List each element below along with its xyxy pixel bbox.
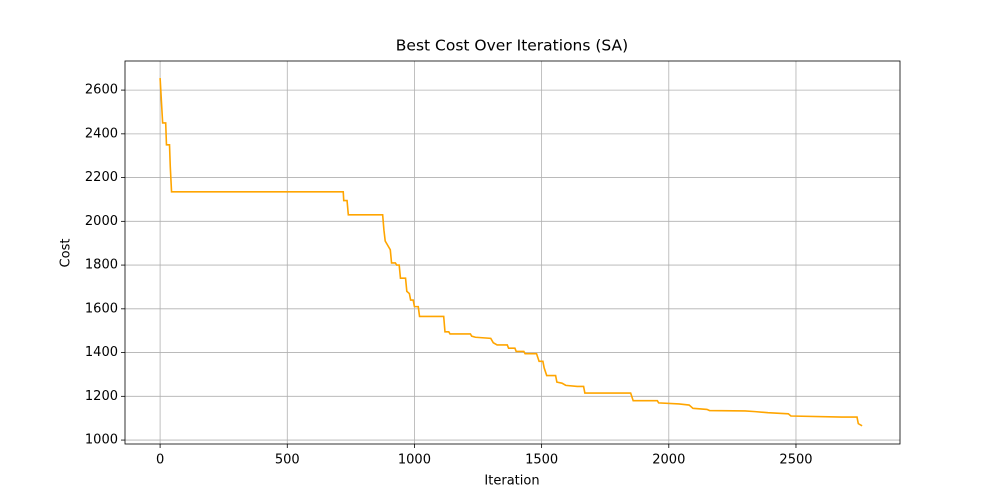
y-tick-label: 2200 <box>85 170 118 185</box>
y-tick-label: 1800 <box>85 258 118 273</box>
x-tick-label: 2000 <box>652 453 685 468</box>
x-tick-label: 1000 <box>398 453 431 468</box>
x-tick-label: 2500 <box>779 453 812 468</box>
y-tick-label: 2600 <box>85 83 118 98</box>
y-tick-label: 1200 <box>85 389 118 404</box>
y-tick-label: 2400 <box>85 126 118 141</box>
y-tick-label: 1000 <box>85 433 118 448</box>
y-tick-label: 1400 <box>85 345 118 360</box>
x-axis-label: Iteration <box>484 474 539 489</box>
y-axis-label: Cost <box>59 239 74 268</box>
plot-frame <box>124 60 901 445</box>
x-tick-label: 0 <box>156 453 164 468</box>
x-tick-label: 500 <box>275 453 300 468</box>
data-line <box>159 78 863 427</box>
y-tick-label: 1600 <box>85 301 118 316</box>
x-tick-label: 1500 <box>525 453 558 468</box>
y-tick-label: 2000 <box>85 214 118 229</box>
chart-title: Best Cost Over Iterations (SA) <box>396 37 628 55</box>
